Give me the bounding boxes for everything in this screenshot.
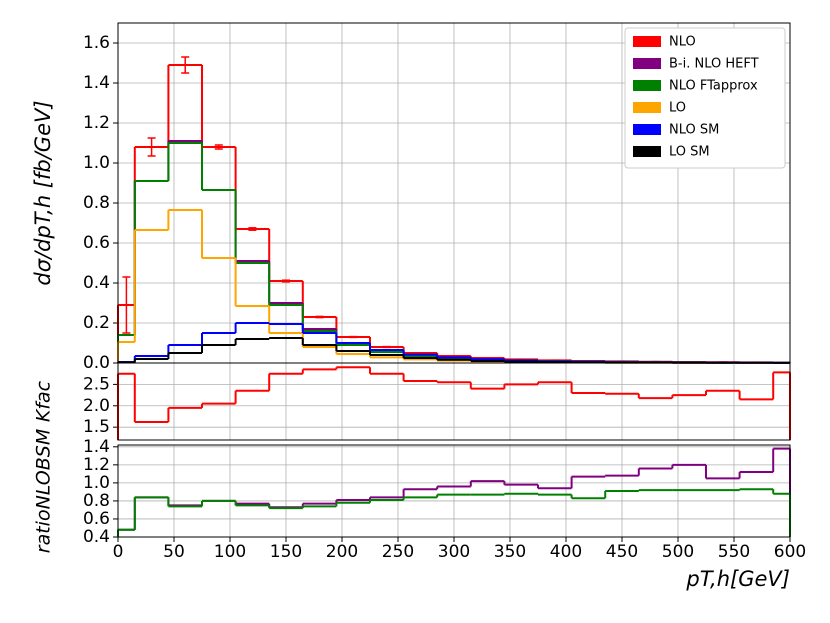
x-tick-label: 300 bbox=[438, 542, 470, 562]
y-tick-label: 1.5 bbox=[83, 417, 110, 437]
y-tick-label: 0.4 bbox=[83, 527, 110, 547]
legend-swatch bbox=[633, 146, 661, 157]
y-tick-label: 0.0 bbox=[83, 353, 110, 373]
x-tick-label: 450 bbox=[606, 542, 638, 562]
y-tick-label: 1.2 bbox=[83, 455, 110, 475]
legend-label: NLO FTapprox bbox=[669, 79, 758, 94]
x-tick-label: 500 bbox=[662, 542, 694, 562]
y-tick-label: 1.4 bbox=[83, 73, 110, 93]
y-tick-label: 1.2 bbox=[83, 113, 110, 133]
legend-swatch bbox=[633, 102, 661, 113]
y-axis-label: ratioNLOBSM bbox=[33, 429, 55, 553]
legend-label: LO bbox=[669, 101, 686, 116]
legend-swatch bbox=[633, 80, 661, 91]
y-axis-label: dσ/dpT,h [fb/GeV] bbox=[31, 100, 55, 285]
y-tick-label: 1.0 bbox=[83, 473, 110, 493]
x-tick-label: 350 bbox=[494, 542, 526, 562]
legend-label: NLO bbox=[669, 35, 696, 50]
y-tick-label: 0.6 bbox=[83, 509, 110, 529]
y-tick-label: 1.0 bbox=[83, 153, 110, 173]
y-tick-label: 1.4 bbox=[83, 437, 110, 457]
x-tick-label: 150 bbox=[270, 542, 302, 562]
y-tick-label: 0.8 bbox=[83, 193, 110, 213]
legend-label: LO SM bbox=[669, 145, 710, 160]
x-tick-label: 600 bbox=[774, 542, 806, 562]
legend-label: NLO SM bbox=[669, 123, 719, 138]
y-tick-label: 0.8 bbox=[83, 491, 110, 511]
y-tick-label: 1.6 bbox=[83, 33, 110, 53]
x-tick-label: 400 bbox=[550, 542, 582, 562]
y-tick-label: 0.6 bbox=[83, 233, 110, 253]
y-tick-label: 2.0 bbox=[83, 396, 110, 416]
x-tick-label: 250 bbox=[382, 542, 414, 562]
legend-label: B-i. NLO HEFT bbox=[669, 57, 759, 72]
x-tick-label: 550 bbox=[718, 542, 750, 562]
plot-frame bbox=[117, 362, 791, 441]
x-tick-label: 100 bbox=[214, 542, 246, 562]
x-axis-label: pT,h[GeV] bbox=[685, 567, 790, 591]
y-tick-label: 0.4 bbox=[83, 273, 110, 293]
y-axis-label: Kfac bbox=[33, 380, 55, 422]
legend-swatch bbox=[633, 124, 661, 135]
legend-swatch bbox=[633, 36, 661, 47]
y-tick-label: 2.5 bbox=[83, 374, 110, 394]
legend-swatch bbox=[633, 58, 661, 69]
legend-box bbox=[624, 27, 786, 169]
x-tick-label: 50 bbox=[163, 542, 185, 562]
x-tick-label: 0 bbox=[113, 542, 124, 562]
x-tick-label: 200 bbox=[326, 542, 358, 562]
y-tick-label: 0.2 bbox=[83, 313, 110, 333]
